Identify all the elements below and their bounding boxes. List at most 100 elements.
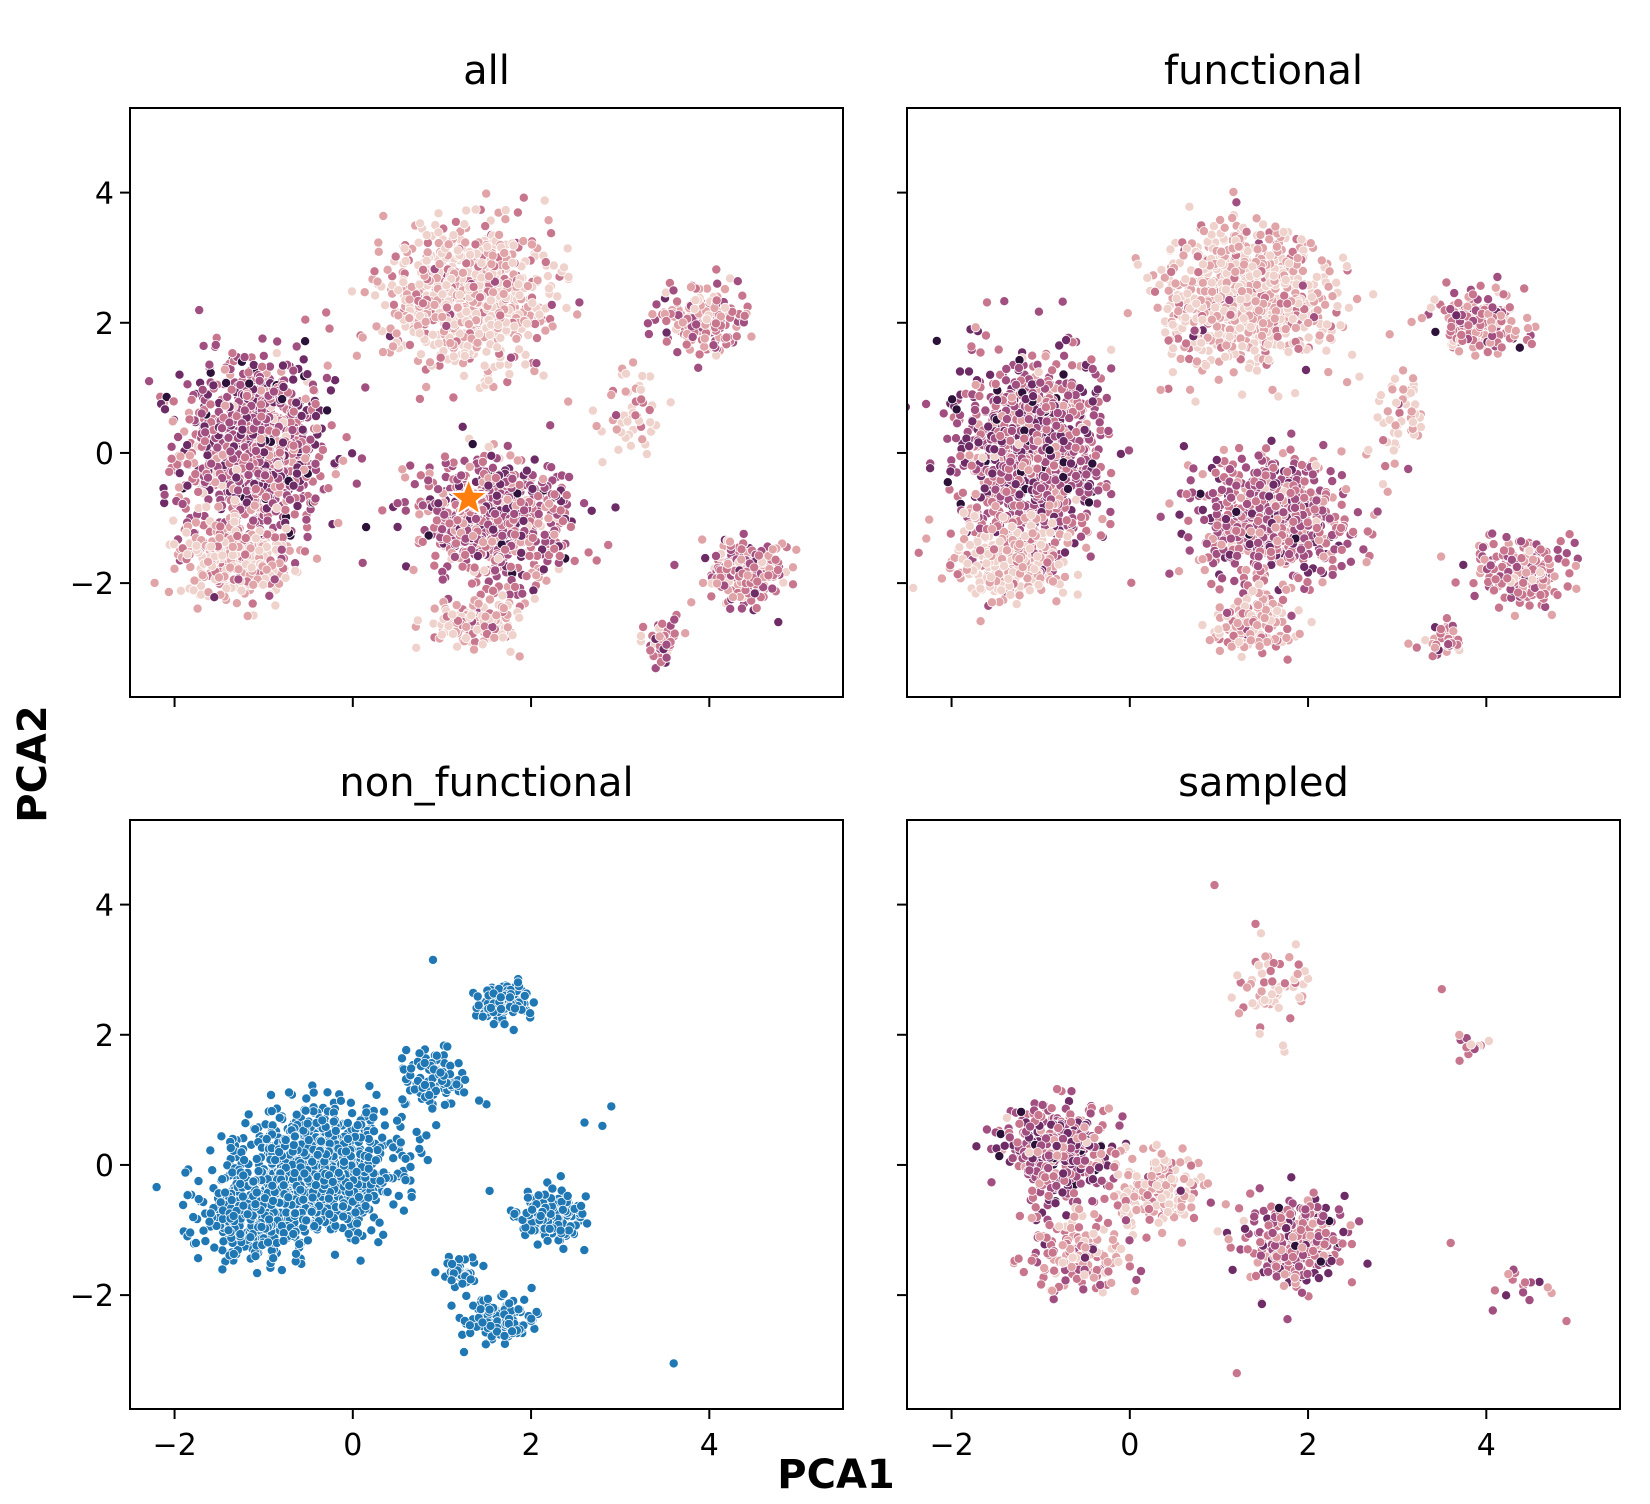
scatter-point	[539, 474, 548, 483]
scatter-point	[707, 592, 716, 601]
scatter-point	[982, 559, 991, 568]
scatter-point	[528, 298, 537, 307]
y-tick-label: 4	[95, 177, 114, 212]
scatter-point	[299, 355, 308, 364]
scatter-point	[193, 604, 202, 613]
scatter-point	[434, 339, 443, 348]
scatter-point	[416, 350, 425, 359]
scatter-point	[230, 517, 239, 526]
scatter-point	[394, 311, 403, 320]
scatter-point	[638, 435, 647, 444]
scatter-point	[1054, 560, 1063, 569]
scatter-point	[393, 499, 402, 508]
scatter-point	[449, 231, 458, 240]
scatter-point	[999, 561, 1008, 570]
scatter-point	[747, 332, 756, 341]
scatter-point	[405, 340, 414, 349]
y-tick-label: 2	[95, 307, 114, 342]
scatter-point	[612, 425, 621, 434]
scatter-point	[978, 453, 987, 462]
scatter-point	[984, 422, 993, 431]
scatter-point	[711, 551, 720, 560]
scatter-point	[1065, 414, 1074, 423]
scatter-point	[285, 495, 294, 504]
scatter-point	[480, 361, 489, 370]
scatter-point	[1067, 381, 1076, 390]
scatter-point	[976, 348, 985, 357]
scatter-point	[481, 222, 490, 231]
scatter-point	[981, 406, 990, 415]
scatter-point	[489, 525, 498, 534]
scatter-point	[506, 353, 515, 362]
scatter-point	[436, 353, 445, 362]
scatter-point	[190, 576, 199, 585]
scatter-point	[1073, 590, 1082, 599]
scatter-point	[446, 339, 455, 348]
scatter-point	[231, 496, 240, 505]
scatter-point	[145, 377, 154, 386]
scatter-point	[199, 341, 208, 350]
scatter-point	[325, 324, 334, 333]
scatter-point	[750, 563, 759, 572]
scatter-point	[289, 375, 298, 384]
scatter-point	[700, 334, 709, 343]
scatter-point	[1052, 421, 1061, 430]
scatter-point	[462, 622, 471, 631]
scatter-point	[1068, 361, 1077, 370]
scatter-point	[183, 459, 192, 468]
scatter-point	[712, 265, 721, 274]
scatter-point	[474, 599, 483, 608]
scatter-point	[462, 206, 471, 215]
scatter-point	[1072, 428, 1081, 437]
scatter-point	[1059, 472, 1068, 481]
scatter-point	[370, 267, 379, 276]
scatter-point	[488, 586, 497, 595]
scatter-point	[544, 216, 553, 225]
scatter-point	[506, 647, 515, 656]
scatter-point	[993, 395, 1002, 404]
scatter-point	[644, 330, 653, 339]
scatter-point	[422, 256, 431, 265]
scatter-point	[639, 622, 648, 631]
scatter-point	[974, 438, 983, 447]
scatter-point	[1066, 459, 1075, 468]
scatter-point	[215, 533, 224, 542]
scatter-point	[1020, 434, 1029, 443]
scatter-point	[1025, 586, 1034, 595]
scatter-point	[442, 281, 451, 290]
scatter-point	[361, 383, 370, 392]
scatter-point	[378, 348, 387, 357]
scatter-point	[496, 333, 505, 342]
scatter-point	[1041, 352, 1050, 361]
scatter-point	[1006, 457, 1015, 466]
scatter-point	[169, 516, 178, 525]
scatter-point	[421, 317, 430, 326]
scatter-point	[1063, 532, 1072, 541]
scatter-point	[943, 434, 952, 443]
scatter-point	[218, 551, 227, 560]
scatter-point	[401, 506, 410, 515]
scatter-point	[532, 571, 541, 580]
scatter-point	[1007, 522, 1016, 531]
scatter-point	[448, 610, 457, 619]
scatter-point	[503, 441, 512, 450]
scatter-point	[994, 345, 1003, 354]
scatter-point	[458, 562, 467, 571]
scatter-point	[192, 541, 201, 550]
scatter-point	[545, 499, 554, 508]
scatter-point	[238, 425, 247, 434]
scatter-point	[174, 483, 183, 492]
scatter-point	[501, 206, 510, 215]
scatter-point	[1058, 588, 1067, 597]
scatter-point	[237, 586, 246, 595]
scatter-point	[662, 653, 671, 662]
scatter-point	[648, 310, 657, 319]
scatter-point	[1036, 484, 1045, 493]
scatter-point	[324, 484, 333, 493]
scatter-point	[509, 241, 518, 250]
scatter-point	[1304, 333, 1313, 342]
scatter-point	[470, 563, 479, 572]
scatter-point	[544, 284, 553, 293]
scatter-point	[220, 365, 229, 374]
scatter-point	[773, 565, 782, 574]
